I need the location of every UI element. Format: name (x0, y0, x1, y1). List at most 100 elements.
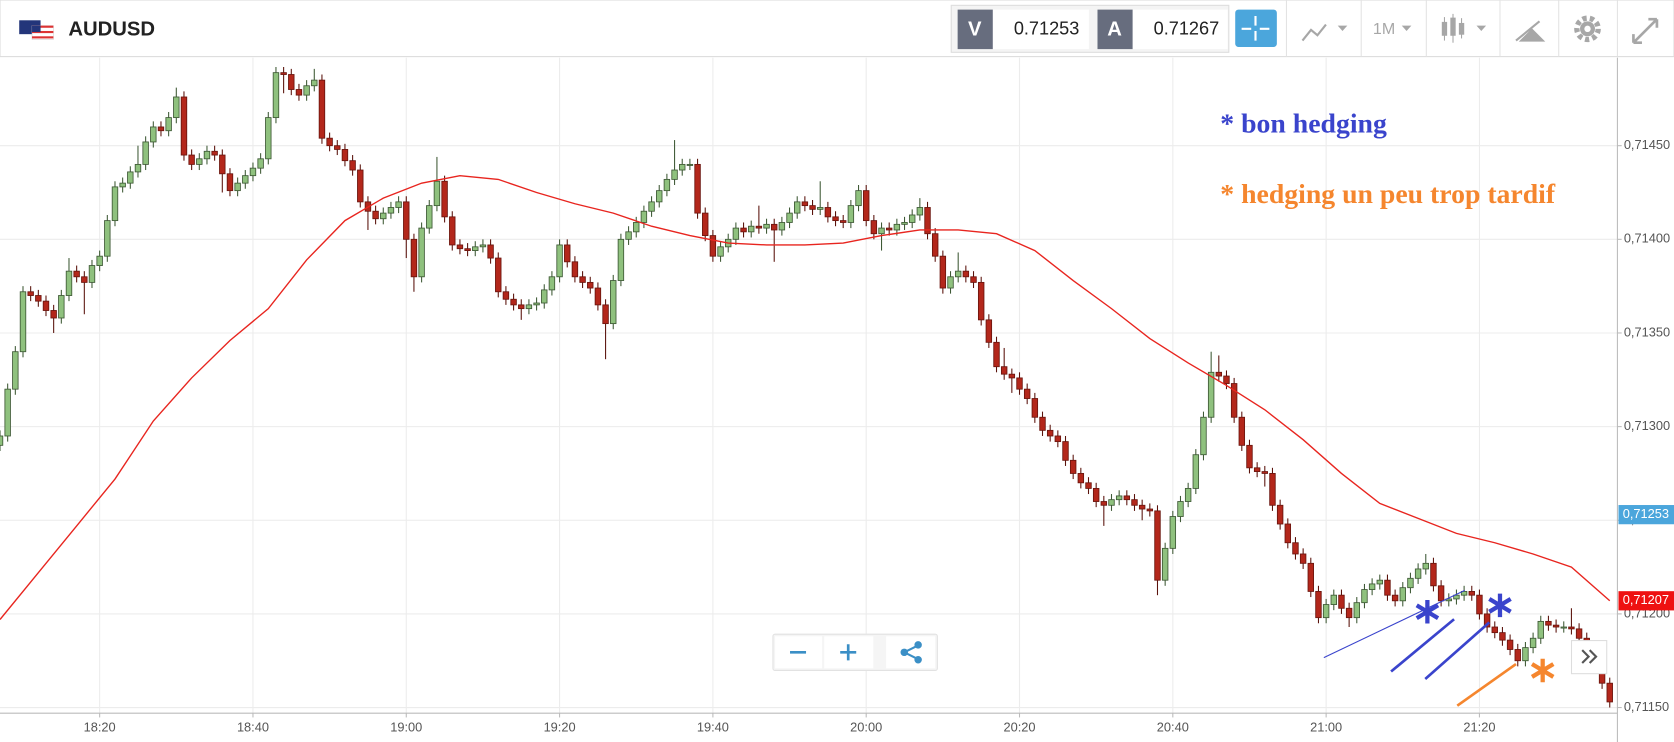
candle-body (1115, 495, 1123, 501)
candle-body (1361, 589, 1368, 604)
price-marker (1618, 591, 1674, 611)
zoom-out-button[interactable] (775, 636, 823, 669)
candle-body (847, 205, 855, 223)
candle-body (1606, 682, 1613, 703)
zoom-controls (772, 633, 938, 671)
candle-body (42, 300, 50, 311)
candle-body (1207, 371, 1215, 418)
zoom-in-button[interactable] (824, 636, 874, 669)
candle-body (1092, 487, 1100, 502)
y-tick-label: 0,71150 (1624, 699, 1669, 714)
candle-body (525, 304, 533, 310)
candle-body (518, 304, 525, 310)
candle-body (763, 223, 770, 229)
candle-body (265, 117, 272, 160)
candle-body (564, 244, 571, 263)
candle-body (234, 182, 241, 192)
candle-body (50, 310, 57, 319)
candle-body (556, 244, 563, 278)
candle-body (908, 214, 916, 223)
candle-body (1476, 594, 1483, 615)
sell-label[interactable]: V (968, 18, 982, 40)
candle-body (1238, 416, 1246, 446)
candle-body (349, 160, 356, 171)
candle-body (242, 175, 249, 184)
candle-body (134, 163, 142, 173)
candle-body (686, 163, 694, 166)
buy-button[interactable] (1097, 9, 1133, 50)
candle-body (1031, 398, 1039, 418)
candle-body (571, 261, 579, 278)
candle-body (203, 150, 211, 160)
candle-body (372, 210, 379, 220)
candle-body (157, 126, 165, 132)
candle-body (1100, 501, 1108, 506)
candle-body (326, 137, 333, 147)
candle-body (395, 201, 402, 208)
candle-body (1046, 429, 1054, 437)
candle-body (832, 216, 839, 222)
x-tick-label: 21:20 (1463, 720, 1495, 735)
candle-body (702, 212, 709, 237)
candle-body (1468, 591, 1475, 596)
candle-body (1261, 471, 1269, 474)
flag-icon (19, 20, 54, 40)
sell-button[interactable] (957, 9, 993, 50)
candle-body (1008, 373, 1016, 379)
candle-body (717, 246, 724, 257)
x-tick-label: 20:20 (1003, 720, 1035, 735)
candle-body (533, 302, 540, 306)
candle-body (510, 298, 517, 306)
candle-body (1506, 639, 1514, 650)
candle-body (81, 276, 88, 283)
timeframe[interactable]: 1M (1373, 21, 1395, 38)
candle-body (579, 276, 586, 283)
toolbar-bg (0, 0, 1674, 58)
crosshair-button[interactable] (1235, 9, 1277, 47)
candles-button[interactable] (1441, 13, 1487, 43)
candle-body (663, 178, 671, 192)
fullscreen-button[interactable] (1632, 17, 1659, 45)
candle-body (1545, 620, 1552, 626)
candle-body (479, 244, 487, 248)
candle-body (671, 169, 678, 180)
symbol[interactable]: AUDUSD (68, 18, 155, 40)
candle-body (1000, 366, 1008, 375)
candle-body (1299, 553, 1307, 564)
scroll-right-button[interactable] (1570, 640, 1608, 675)
candle-body (1161, 547, 1169, 581)
candle-body (648, 201, 655, 212)
candle-body (1422, 562, 1429, 570)
candle-body (219, 154, 226, 175)
candle-body (1062, 441, 1069, 461)
candle-body (341, 149, 349, 162)
annotation: * bon hedging (1220, 108, 1387, 139)
price-marker-label: 0,71253 (1623, 506, 1669, 521)
candle-body (1368, 583, 1376, 590)
candle-body (1307, 562, 1315, 592)
candle-body (1407, 577, 1414, 589)
timeframe-caret[interactable] (1401, 25, 1412, 31)
candle-body (947, 276, 954, 289)
settings-button[interactable] (1574, 15, 1601, 43)
x-tick-label: 20:00 (850, 720, 882, 735)
draw-button[interactable] (1515, 20, 1546, 42)
candle-body (778, 222, 786, 231)
y-tick-label: 0,71450 (1624, 137, 1670, 152)
price-marker (1618, 505, 1674, 525)
candle-body (594, 287, 602, 306)
candle-body (862, 190, 870, 222)
candle-body (855, 190, 862, 207)
candle-body (587, 281, 594, 289)
candle-body (403, 201, 410, 240)
share-button[interactable] (886, 636, 936, 669)
candle-body (12, 351, 19, 390)
price-marker-label: 0,71207 (1623, 592, 1669, 607)
candle-body (441, 180, 448, 218)
candle-body (916, 207, 924, 216)
buy-label[interactable]: A (1107, 18, 1122, 40)
candle-body (387, 207, 395, 214)
candle-body (954, 270, 962, 278)
chart-type-button[interactable] (1301, 23, 1348, 42)
candle-body (602, 304, 609, 325)
